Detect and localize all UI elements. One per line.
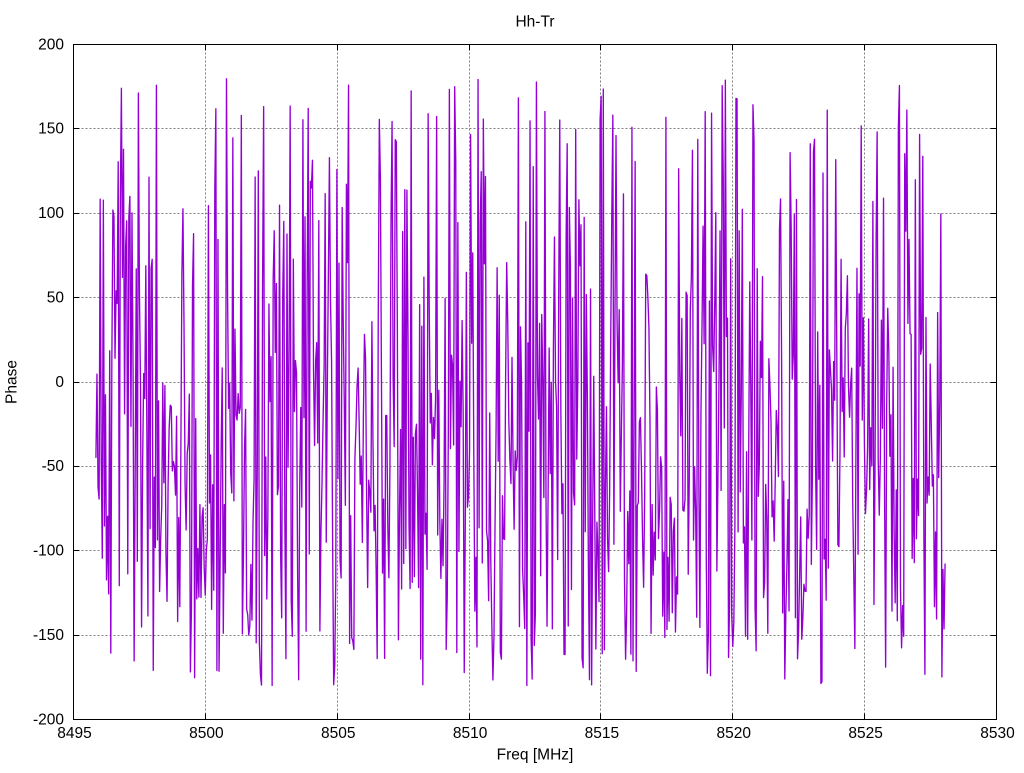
y-tick-labels: -200 -150 -100 -50 0 50 100 150 200: [33, 36, 64, 728]
x-tick-label: 8515: [585, 725, 619, 742]
plot-border: [73, 44, 997, 720]
y-tick-label: 200: [38, 36, 64, 53]
y-tick-label: -150: [33, 627, 64, 644]
y-tick-label: 50: [47, 289, 65, 306]
x-tick-label: 8530: [980, 725, 1015, 742]
x-tick-label: 8500: [189, 725, 224, 742]
data-line: [95, 78, 946, 687]
x-axis-label: Freq [MHz]: [497, 747, 574, 764]
x-tick-labels: 8495 8500 8505 8510 8515 8520 8525 8530: [57, 725, 1015, 742]
x-tick-label: 8520: [717, 725, 752, 742]
chart-title: Hh-Tr: [515, 14, 554, 31]
x-tick-label: 8495: [57, 725, 91, 742]
y-tick-label: 100: [38, 205, 64, 222]
x-tick-label: 8525: [848, 725, 882, 742]
x-tick-label: 8510: [453, 725, 488, 742]
y-tick-label: 0: [55, 374, 64, 391]
y-tick-label: -200: [33, 711, 64, 728]
y-axis-label: Phase: [4, 360, 21, 404]
y-tick-label: 150: [38, 121, 64, 138]
x-tick-label: 8505: [321, 725, 355, 742]
y-tick-label: -50: [42, 458, 65, 475]
y-tick-label: -100: [33, 543, 64, 560]
